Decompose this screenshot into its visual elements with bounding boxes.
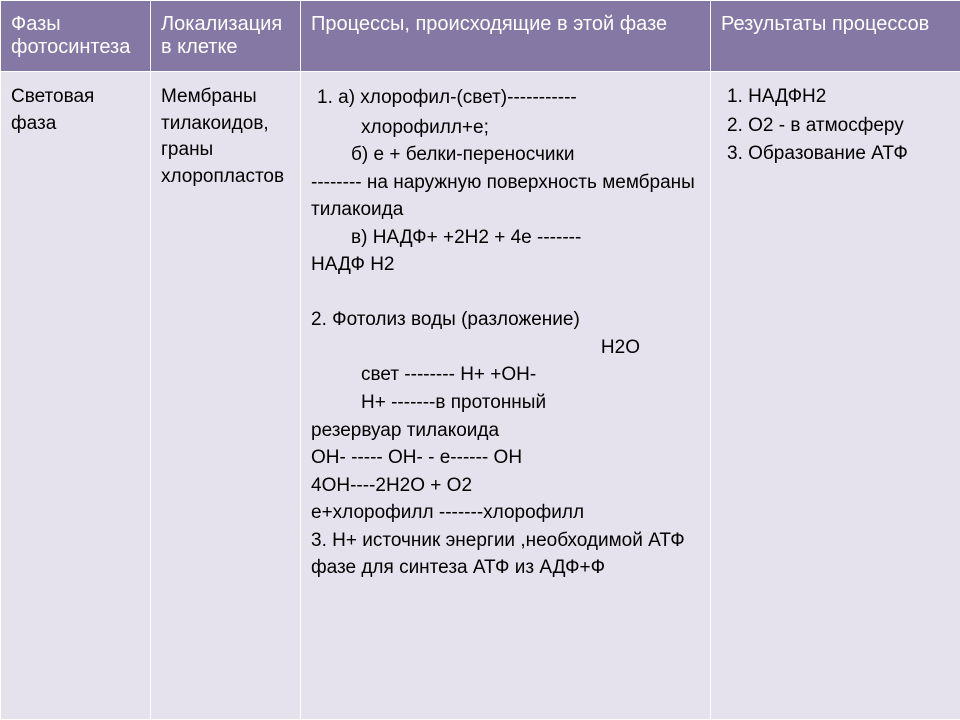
proc-l15: 3. Н+ источник энергии ,необходимой АТФ …: [311, 527, 700, 582]
proc-l14: е+хлорофилл -------хлорофилл: [311, 499, 700, 527]
header-processes: Процессы, происходящие в этой фазе: [301, 1, 711, 72]
result-1: НАДФН2: [727, 84, 950, 111]
cell-results: НАДФН2 О2 - в атмосферу Образование АТФ: [711, 72, 960, 720]
proc-l9: свет -------- Н+ +ОН-: [311, 361, 700, 389]
cell-localization: Мембраны тилакоидов, граны хлоропластов: [151, 72, 301, 720]
proc-l6: НАДФ Н2: [311, 251, 700, 279]
proc-l5: в) НАДФ+ +2Н2 + 4е -------: [311, 224, 700, 252]
photosynthesis-table: Фазы фотосинтеза Локализация в клетке Пр…: [0, 0, 960, 720]
cell-phase: Световая фаза: [1, 72, 151, 720]
proc-l8: Н2О: [311, 334, 700, 362]
proc-l4: -------- на наружную поверхность мембран…: [311, 169, 700, 224]
proc-l13: 4ОН----2Н2О + О2: [311, 472, 700, 500]
proc-l7: 2. Фотолиз воды (разложение): [311, 306, 700, 334]
table-row: Световая фаза Мембраны тилакоидов, граны…: [1, 72, 960, 720]
result-3: Образование АТФ: [727, 141, 950, 168]
proc-l12: ОН- ----- ОН- - е------ ОН: [311, 444, 700, 472]
proc-l11: резервуар тилакоида: [311, 417, 700, 445]
process-line: а) хлорофил-(свет)-----------: [317, 84, 700, 112]
proc-l3: б) е + белки-переносчики: [311, 141, 700, 169]
cell-processes: а) хлорофил-(свет)----------- хлорофилл+…: [301, 72, 711, 720]
proc-l2: хлорофилл+е;: [311, 114, 700, 142]
header-phase: Фазы фотосинтеза: [1, 1, 151, 72]
proc-l1: а) хлорофил-(свет)-----------: [338, 87, 577, 108]
header-row: Фазы фотосинтеза Локализация в клетке Пр…: [1, 1, 960, 72]
header-results: Результаты процессов: [711, 1, 960, 72]
proc-l10: Н+ -------в протонный: [311, 389, 700, 417]
header-localization: Локализация в клетке: [151, 1, 301, 72]
result-2: О2 - в атмосферу: [727, 113, 950, 140]
